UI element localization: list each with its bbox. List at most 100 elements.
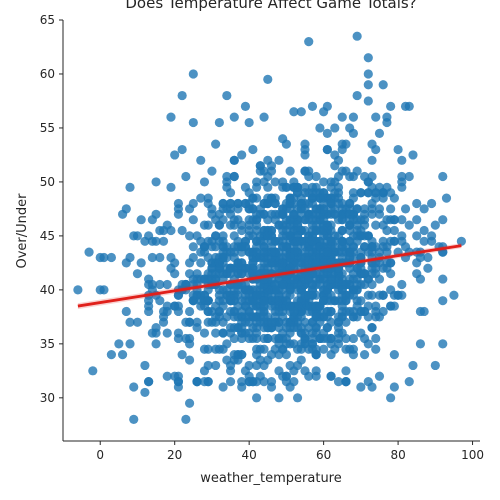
data-point — [341, 139, 351, 149]
data-point — [382, 263, 392, 273]
data-point — [382, 247, 392, 257]
data-point — [296, 107, 306, 117]
data-point — [121, 306, 131, 317]
data-point — [386, 204, 396, 214]
data-point — [333, 171, 344, 182]
data-point — [307, 236, 318, 246]
data-point — [155, 252, 165, 263]
y-tick-label: 65 — [40, 13, 55, 27]
data-point — [252, 220, 262, 230]
data-point — [352, 215, 362, 225]
data-point — [356, 279, 366, 290]
data-point — [300, 204, 310, 214]
data-point — [345, 215, 355, 225]
data-point — [330, 123, 340, 133]
data-point — [367, 279, 377, 290]
data-point — [307, 101, 318, 111]
data-point — [199, 344, 210, 354]
data-point — [389, 236, 399, 246]
data-point — [285, 231, 295, 241]
data-point — [356, 188, 366, 198]
data-point — [374, 371, 385, 381]
data-point — [289, 274, 299, 284]
data-point — [248, 231, 258, 241]
chart-title: Does Temperature Affect Game Totals? — [125, 0, 416, 12]
data-point — [237, 269, 247, 279]
data-point — [285, 339, 295, 349]
data-point — [356, 231, 366, 241]
data-point — [248, 323, 258, 333]
data-point — [326, 371, 336, 381]
data-point — [397, 215, 407, 225]
data-point — [348, 290, 359, 300]
data-point — [266, 317, 277, 327]
data-point — [88, 366, 98, 376]
data-point — [184, 204, 195, 214]
data-point — [292, 236, 303, 246]
data-point — [322, 247, 332, 257]
data-point — [99, 285, 109, 295]
y-axis-label: Over/Under — [15, 193, 30, 269]
data-point — [333, 193, 344, 203]
data-point — [367, 382, 377, 392]
data-point — [252, 333, 262, 344]
data-point — [341, 333, 351, 344]
data-point — [184, 355, 195, 365]
data-point — [255, 161, 265, 171]
data-point — [419, 236, 429, 246]
x-tick-label: 100 — [461, 448, 484, 462]
data-point — [363, 231, 373, 241]
data-point — [285, 193, 295, 203]
data-point — [181, 414, 191, 425]
data-point — [278, 231, 288, 241]
data-point — [281, 323, 291, 333]
data-point — [300, 150, 310, 160]
data-point — [311, 290, 321, 300]
data-point — [326, 350, 336, 360]
data-point — [188, 252, 198, 263]
data-point — [378, 188, 388, 198]
data-point — [211, 360, 221, 371]
data-point — [378, 236, 388, 246]
data-point — [274, 296, 284, 306]
data-point — [229, 333, 239, 344]
data-point — [289, 177, 299, 187]
data-point — [345, 236, 355, 246]
data-point — [404, 220, 414, 230]
data-point — [400, 242, 411, 252]
data-point — [218, 252, 228, 263]
data-point — [263, 182, 273, 192]
data-point — [144, 377, 154, 387]
data-point — [374, 274, 385, 284]
data-point — [319, 204, 329, 214]
data-point — [158, 225, 169, 236]
data-point — [285, 285, 295, 295]
data-point — [404, 101, 414, 111]
data-point — [147, 252, 157, 263]
data-point — [289, 107, 299, 117]
data-point — [222, 90, 232, 101]
data-point — [270, 177, 280, 187]
data-point — [326, 306, 336, 317]
data-point — [300, 139, 310, 149]
data-point — [326, 198, 336, 209]
data-point — [166, 112, 176, 122]
data-point — [281, 371, 291, 381]
data-point — [430, 360, 440, 371]
data-point — [270, 209, 280, 219]
data-point — [296, 193, 306, 203]
data-point — [263, 74, 273, 84]
data-point — [170, 371, 180, 381]
data-point — [389, 215, 399, 225]
data-point — [438, 171, 448, 182]
data-point — [252, 393, 262, 403]
data-point — [404, 377, 414, 387]
data-point — [307, 333, 318, 344]
data-point — [285, 382, 295, 392]
data-point — [363, 80, 373, 90]
data-point — [430, 220, 440, 230]
data-point — [229, 323, 239, 333]
data-point — [341, 317, 351, 327]
data-point — [322, 323, 332, 333]
data-point — [386, 188, 396, 198]
